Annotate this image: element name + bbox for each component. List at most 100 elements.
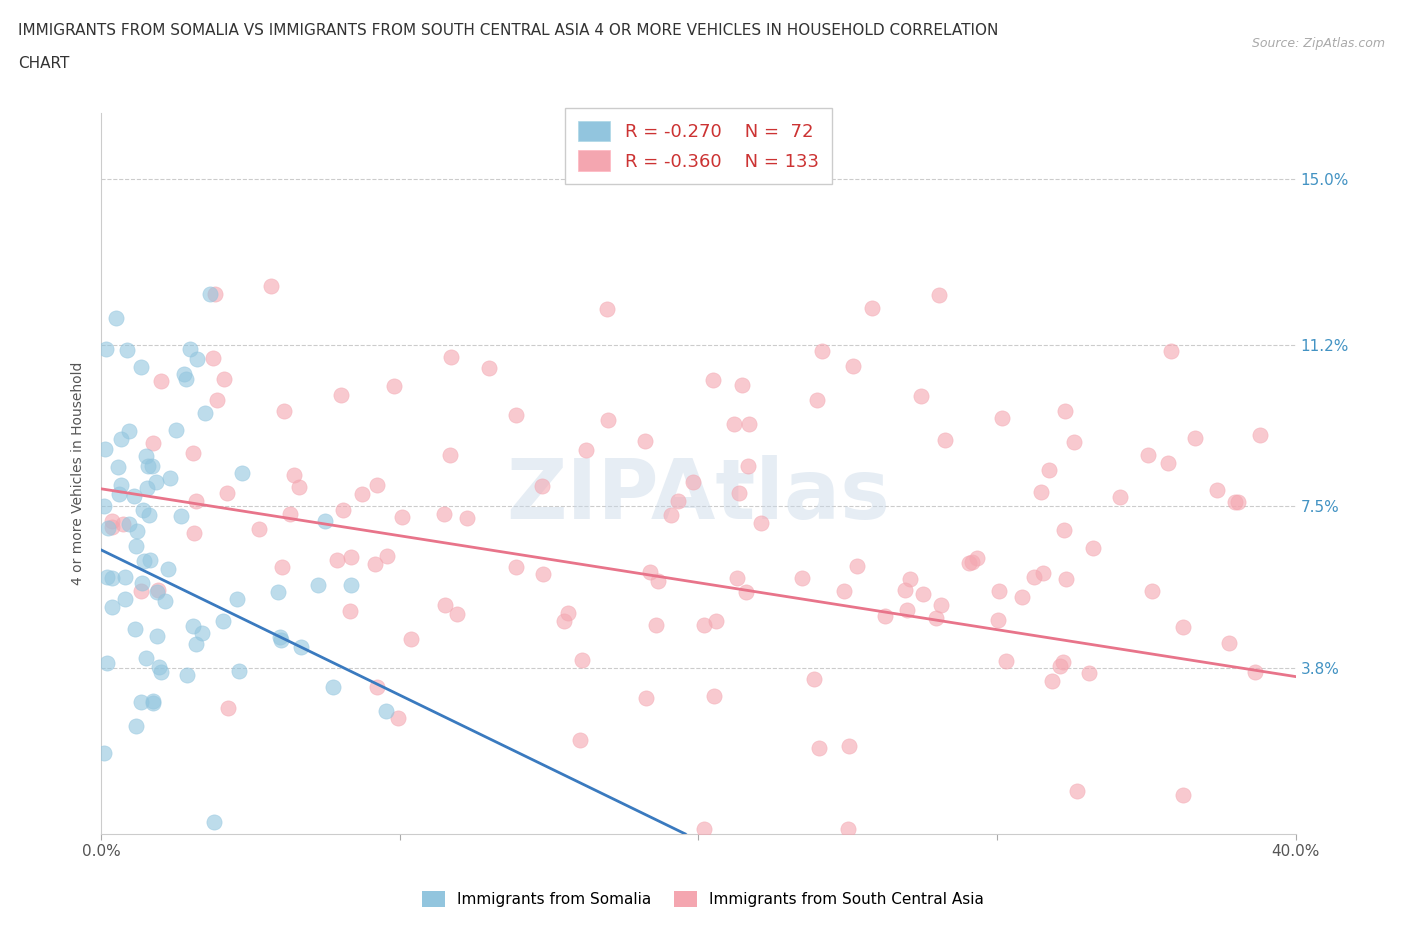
Legend: R = -0.270    N =  72, R = -0.360    N = 133: R = -0.270 N = 72, R = -0.360 N = 133 (565, 108, 831, 184)
Point (141, 458, 163, 473)
Point (114, 569, 136, 584)
Point (1038, 462, 1060, 477)
Point (114, 591, 136, 606)
Point (170, 509, 193, 524)
Point (124, 621, 146, 636)
Point (1206, 483, 1229, 498)
Point (273, 404, 295, 418)
Point (322, 680, 344, 695)
Point (811, 343, 834, 358)
Point (110, 477, 132, 492)
Point (131, 576, 153, 591)
Point (150, 373, 173, 388)
Point (184, 637, 207, 652)
Point (387, 711, 409, 725)
Point (704, 613, 727, 628)
Point (957, 555, 980, 570)
Point (350, 487, 373, 502)
Point (928, 287, 950, 302)
Point (478, 361, 501, 376)
Point (987, 584, 1010, 599)
Point (173, 366, 195, 381)
Point (571, 653, 593, 668)
Point (634, 691, 657, 706)
Text: ZIPAtlas: ZIPAtlas (506, 455, 890, 536)
Point (363, 557, 385, 572)
Point (129, 695, 152, 710)
Point (186, 352, 208, 366)
Point (634, 433, 657, 448)
Point (934, 432, 956, 447)
Point (1024, 569, 1046, 584)
Point (183, 618, 205, 633)
Point (569, 733, 592, 748)
Point (966, 551, 988, 565)
Point (202, 815, 225, 830)
Point (557, 606, 579, 621)
Point (647, 574, 669, 589)
Point (339, 550, 361, 565)
Point (200, 287, 222, 302)
Point (832, 583, 855, 598)
Point (1063, 434, 1085, 449)
Point (644, 618, 666, 632)
Point (1109, 489, 1132, 504)
Point (873, 608, 896, 623)
Point (183, 445, 205, 460)
Point (231, 465, 253, 480)
Point (214, 371, 236, 386)
Point (391, 510, 413, 525)
Point (749, 515, 772, 530)
Point (118, 424, 141, 439)
Point (179, 342, 201, 357)
Point (912, 587, 935, 602)
Point (382, 379, 405, 393)
Point (1243, 664, 1265, 679)
Point (703, 689, 725, 704)
Point (201, 351, 224, 365)
Point (149, 665, 172, 680)
Point (93, 498, 115, 513)
Point (894, 583, 917, 598)
Point (215, 485, 238, 500)
Point (211, 614, 233, 629)
Point (329, 388, 352, 403)
Point (375, 549, 398, 564)
Point (898, 571, 921, 586)
Point (842, 359, 865, 374)
Point (217, 701, 239, 716)
Point (375, 704, 398, 719)
Point (107, 459, 129, 474)
Point (204, 287, 226, 302)
Point (1140, 584, 1163, 599)
Point (271, 560, 294, 575)
Point (505, 559, 527, 574)
Point (1049, 658, 1071, 673)
Point (1078, 666, 1101, 681)
Point (269, 630, 291, 644)
Point (278, 507, 301, 522)
Text: CHART: CHART (18, 56, 70, 71)
Point (148, 659, 170, 674)
Point (228, 663, 250, 678)
Point (96, 341, 118, 356)
Point (145, 475, 167, 490)
Point (693, 618, 716, 632)
Point (725, 570, 748, 585)
Point (505, 407, 527, 422)
Point (226, 591, 249, 606)
Point (1011, 589, 1033, 604)
Point (288, 480, 311, 495)
Point (896, 603, 918, 618)
Point (1053, 404, 1076, 418)
Point (1173, 788, 1195, 803)
Point (737, 458, 759, 473)
Point (142, 694, 165, 709)
Point (731, 378, 754, 392)
Point (995, 654, 1018, 669)
Point (399, 632, 422, 647)
Point (727, 486, 749, 501)
Point (1066, 784, 1088, 799)
Point (134, 553, 156, 568)
Point (723, 417, 745, 432)
